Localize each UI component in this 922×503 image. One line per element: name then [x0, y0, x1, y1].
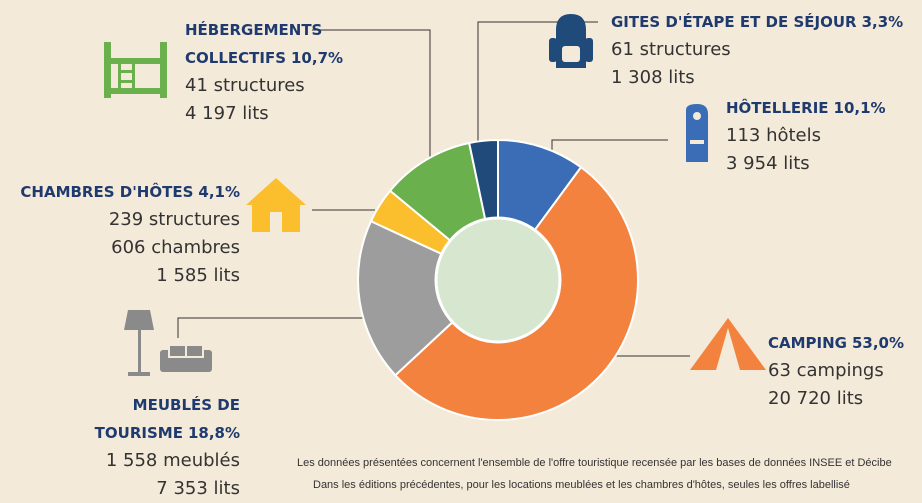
category-heading: MEUBLÉS DE TOURISME 18,8%: [30, 391, 240, 447]
detail-line: 1 558 meublés: [105, 450, 240, 471]
category-name: HÉBERGEMENTS COLLECTIFS: [185, 21, 323, 67]
footnote: Dans les éditions précédentes, pour les …: [313, 479, 850, 491]
detail-line: 3 954 lits: [726, 153, 810, 174]
detail-line: 4 197 lits: [185, 103, 269, 124]
label-group: GITES D'ÉTAPE ET DE SÉJOUR 3,3% 61 structu…: [611, 8, 922, 92]
category-name: HÔTELLERIE: [726, 99, 829, 117]
category-name: CHAMBRES D'HÔTES: [20, 183, 194, 201]
donut-hole: [434, 216, 562, 344]
detail-line: 41 structures: [185, 75, 305, 96]
category-heading: GITES D'ÉTAPE ET DE SÉJOUR 3,3%: [611, 8, 922, 36]
icon-lamp-sofa: [124, 310, 212, 376]
category-heading: HÔTELLERIE 10,1%: [726, 94, 916, 122]
leader-line: [312, 29, 431, 165]
detail-line: 113 hôtels: [726, 125, 822, 146]
detail-line: 61 structures: [611, 39, 731, 60]
detail-line: 239 structures: [108, 209, 240, 230]
value-label: 10,1%: [833, 99, 886, 117]
label-group: MEUBLÉS DE TOURISME 18,8% 1 558 meublés 7 3…: [30, 391, 240, 503]
label-group: HÔTELLERIE 10,1% 113 hôtels 3 954 lits: [726, 94, 916, 178]
value-label: 53,0%: [851, 334, 905, 352]
label-group: CAMPING 53,0% 63 campings 20 720 lits: [768, 329, 918, 413]
value-label: 10,7%: [291, 49, 344, 67]
value-label: 4,1%: [198, 183, 240, 201]
icon-bunk-bed: [104, 42, 167, 98]
icon-door-hanger: [686, 104, 708, 162]
icon-tent: [690, 318, 766, 370]
leader-line: [551, 139, 668, 150]
label-group: CHAMBRES D'HÔTES 4,1% 239 structures 606 ch…: [0, 178, 240, 290]
category-heading: CAMPING 53,0%: [768, 329, 918, 357]
value-label: 3,3%: [861, 13, 904, 31]
leader-line: [177, 317, 370, 338]
icon-backpack: [549, 14, 593, 68]
icon-house: [246, 178, 306, 232]
detail-line: 20 720 lits: [768, 388, 864, 409]
category-heading: HÉBERGEMENTS COLLECTIFS 10,7%: [185, 16, 365, 72]
footnote: Les données présentées concernent l'ense…: [297, 457, 892, 469]
category-name: CAMPING: [768, 334, 847, 352]
detail-line: 63 campings: [768, 360, 884, 381]
detail-line: 606 chambres: [111, 237, 240, 258]
category-name: GITES D'ÉTAPE ET DE SÉJOUR: [611, 13, 857, 31]
value-label: 18,8%: [187, 424, 240, 442]
detail-line: 7 353 lits: [156, 478, 240, 499]
category-heading: CHAMBRES D'HÔTES 4,1%: [0, 178, 240, 206]
detail-line: 1 585 lits: [156, 265, 240, 286]
label-group: HÉBERGEMENTS COLLECTIFS 10,7% 41 structure…: [185, 16, 365, 128]
detail-line: 1 308 lits: [611, 67, 695, 88]
category-name: MEUBLÉS DE TOURISME: [94, 396, 240, 442]
